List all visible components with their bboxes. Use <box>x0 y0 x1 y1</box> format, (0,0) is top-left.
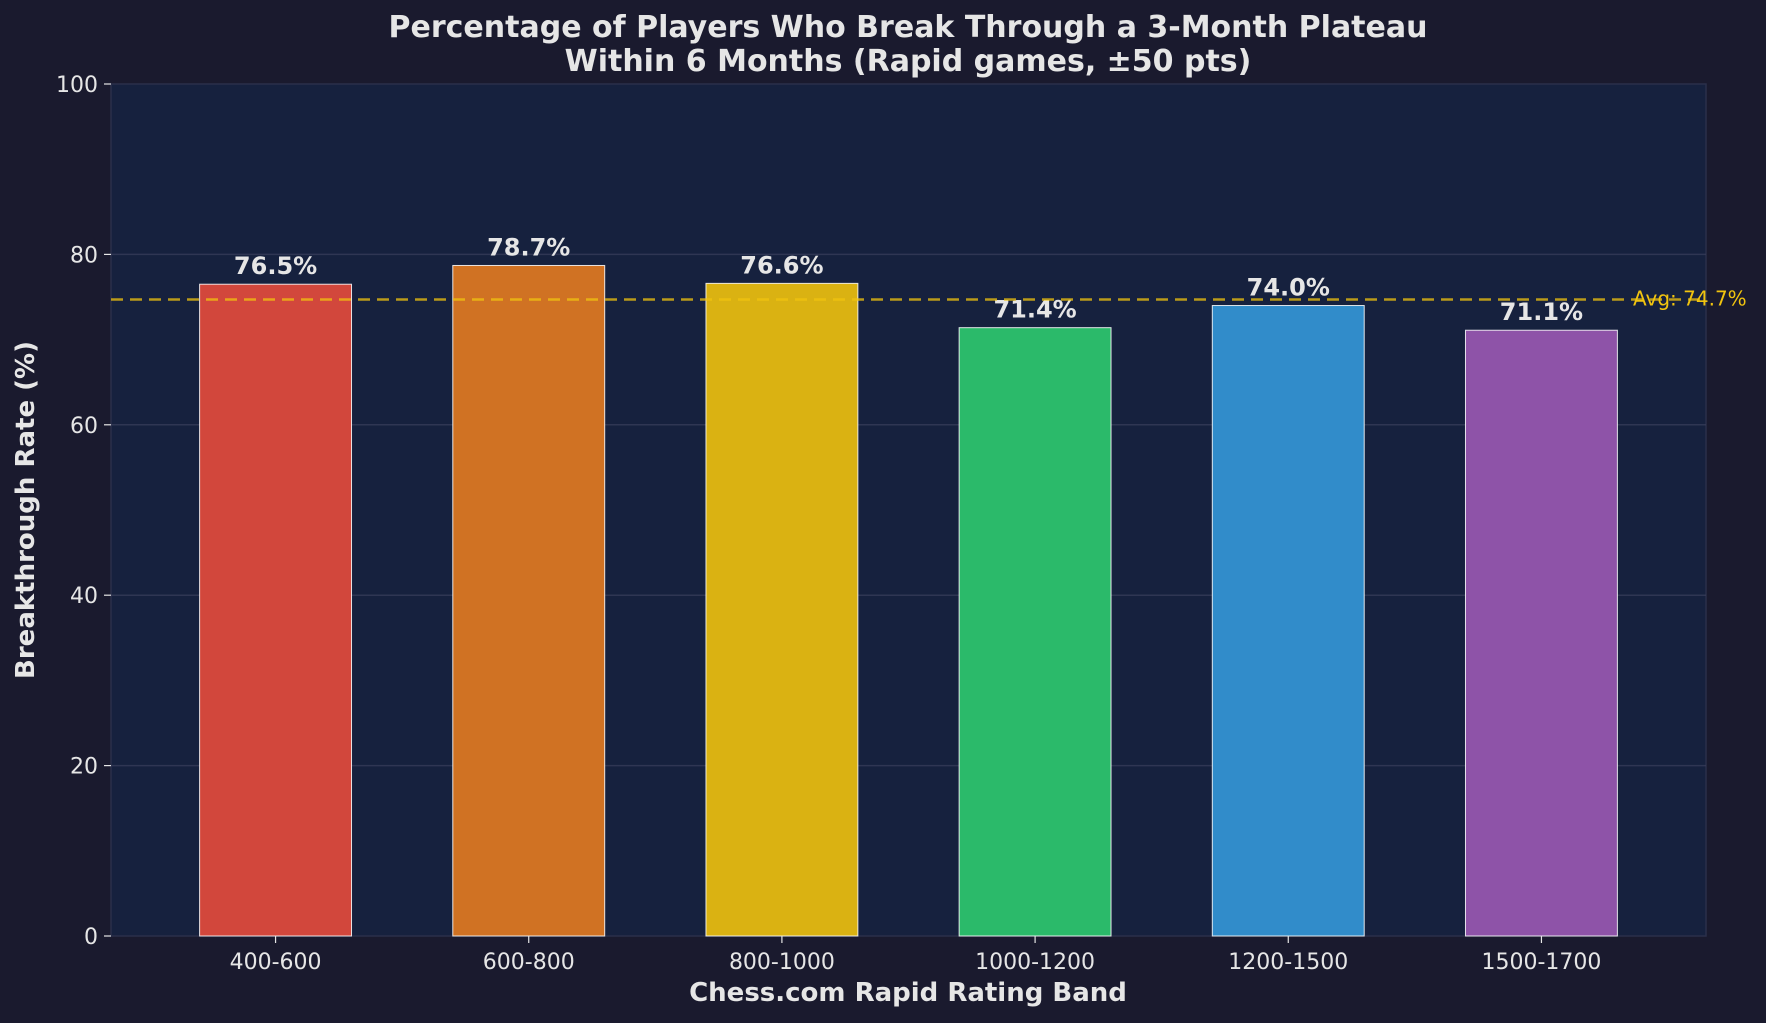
bar-value-label: 74.0% <box>1247 274 1330 302</box>
bar <box>452 264 606 937</box>
bar-value-label: 78.7% <box>487 233 570 261</box>
x-tick-label: 400-600 <box>230 950 322 975</box>
chart-title-line-1: Percentage of Players Who Break Through … <box>389 10 1428 45</box>
x-tick-label: 1500-1700 <box>1481 950 1601 975</box>
y-axis-label: Breakthrough Rate (%) <box>11 341 41 679</box>
x-axis: 400-600 600-800 800-1000 1000-1200 1200-1500… <box>230 936 1601 975</box>
y-tick-label: 80 <box>70 243 98 268</box>
bar <box>1211 305 1365 937</box>
average-label: Avg: 74.7% <box>1633 287 1747 311</box>
average-line-group: Avg: 74.7% <box>111 287 1747 311</box>
x-tick-label: 800-1000 <box>729 950 835 975</box>
x-tick-label: 1200-1500 <box>1228 950 1348 975</box>
grid-lines <box>111 253 1706 767</box>
bar-value-label: 71.1% <box>1500 298 1583 326</box>
y-axis: 0 20 40 60 80 100 <box>56 73 111 950</box>
y-tick-label: 20 <box>70 755 98 780</box>
y-tick-label: 40 <box>70 584 98 609</box>
bar <box>1464 329 1618 937</box>
x-tick-label: 1000-1200 <box>975 950 1095 975</box>
y-tick-label: 60 <box>70 414 98 439</box>
bar <box>199 283 353 937</box>
bar <box>958 327 1112 937</box>
plot-area <box>110 83 1707 937</box>
y-tick-label: 0 <box>84 925 98 950</box>
chart-title-line-2: Within 6 Months (Rapid games, ±50 pts) <box>565 44 1252 79</box>
bar <box>705 282 859 937</box>
x-axis-label: Chess.com Rapid Rating Band <box>689 978 1127 1008</box>
y-tick-label: 100 <box>56 73 98 98</box>
bar-value-label: 76.5% <box>234 252 317 280</box>
x-tick-label: 600-800 <box>483 950 575 975</box>
bar-value-label: 76.6% <box>740 251 823 279</box>
